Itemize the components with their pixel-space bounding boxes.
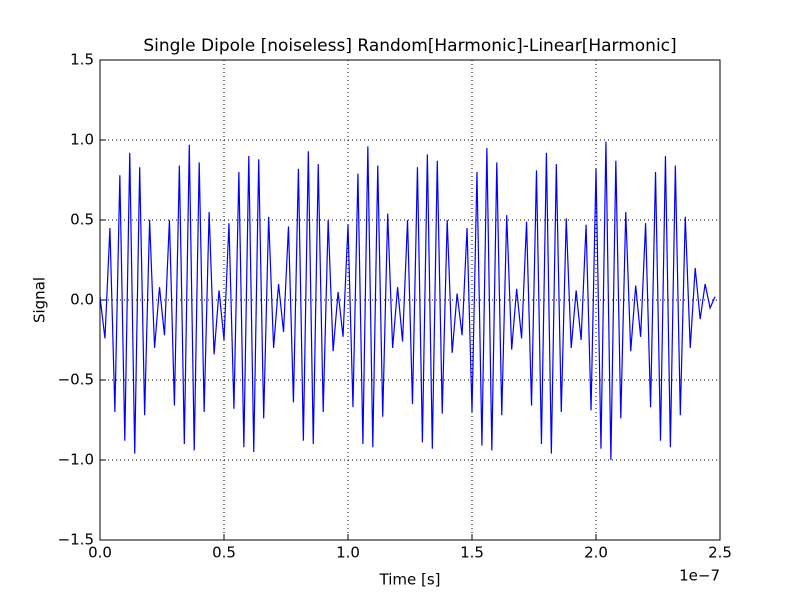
- signal-line: [99, 141, 716, 461]
- x-tick-label: 1.5: [460, 544, 484, 562]
- x-tick-label: 0.0: [88, 544, 112, 562]
- y-tick-label: −1.0: [58, 451, 94, 469]
- y-tick-label: 1.0: [70, 131, 94, 149]
- y-tick-label: 1.5: [70, 51, 94, 69]
- chart-title: Single Dipole [noiseless] Random[Harmoni…: [143, 36, 676, 56]
- y-tick-label: −1.5: [58, 531, 94, 549]
- x-tick-label: 2.0: [584, 544, 608, 562]
- y-tick-label: −0.5: [58, 371, 94, 389]
- x-tick-label: 2.5: [708, 544, 732, 562]
- y-tick-label: 0.5: [70, 211, 94, 229]
- y-axis-label: Signal: [31, 277, 49, 323]
- y-tick-label: 0.0: [70, 291, 94, 309]
- x-tick-label: 0.5: [212, 544, 236, 562]
- x-offset-label: 1e−7: [679, 567, 720, 585]
- x-tick-label: 1.0: [336, 544, 360, 562]
- plot-frame: [99, 59, 721, 541]
- x-axis-label: Time [s]: [379, 571, 441, 589]
